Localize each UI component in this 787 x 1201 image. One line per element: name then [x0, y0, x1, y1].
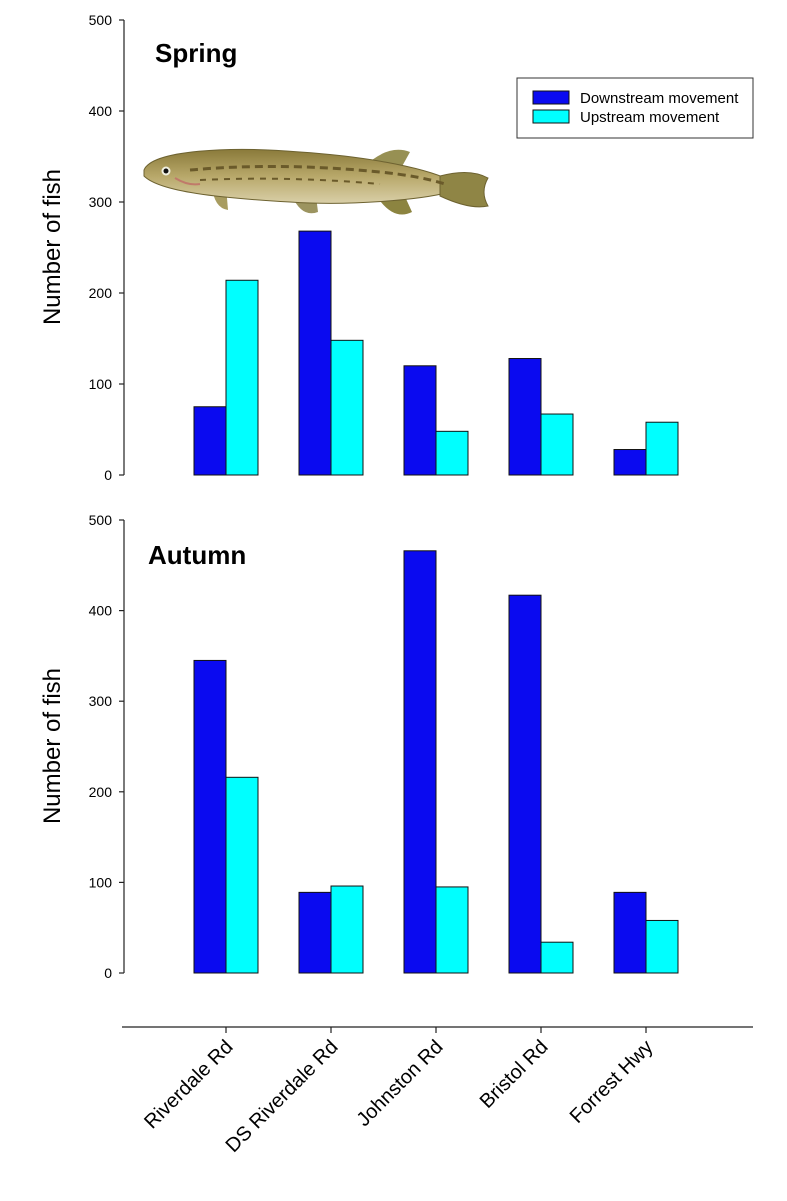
spring-bar-upstream: [330, 339, 364, 476]
spring-y-tick-label: 0: [104, 467, 112, 483]
autumn-bar-downstream: [508, 594, 542, 974]
autumn-y-tick-label: 100: [89, 874, 113, 890]
x-tick-label: Bristol Rd: [476, 1036, 553, 1113]
spring-y-tick-label: 300: [89, 194, 113, 210]
legend-swatch-downstream: [532, 90, 570, 105]
spring-bars: [193, 230, 679, 476]
legend: Downstream movement Upstream movement: [516, 77, 754, 139]
fish-illustration: [143, 148, 489, 215]
spring-bar-downstream: [298, 230, 332, 476]
spring-bar-upstream: [540, 413, 574, 476]
autumn-y-axis-title: Number of fish: [39, 668, 66, 824]
autumn-bar-upstream: [225, 776, 259, 974]
spring-bar-downstream: [403, 365, 437, 476]
autumn-bar-upstream: [435, 886, 469, 974]
autumn-y-tick-label: 400: [89, 603, 113, 619]
autumn-y-tick-label: 0: [104, 965, 112, 981]
spring-panel: 0 100 200 300 400 500 Number of fish Spring D…: [39, 12, 754, 483]
autumn-bar-downstream: [613, 891, 647, 974]
autumn-bar-downstream: [193, 659, 227, 974]
legend-label-upstream: Upstream movement: [580, 109, 720, 126]
autumn-bar-downstream: [403, 550, 437, 974]
spring-bar-downstream: [613, 449, 647, 476]
spring-bar-upstream: [645, 421, 679, 476]
spring-bar-upstream: [225, 279, 259, 476]
legend-swatch-upstream: [532, 109, 570, 124]
autumn-y-tick-label: 500: [89, 512, 113, 528]
autumn-bar-upstream: [645, 919, 679, 974]
autumn-y-ticks: 0 100 200 300 400 500: [89, 512, 124, 981]
x-tick-label: Riverdale Rd: [140, 1036, 237, 1133]
spring-bar-upstream: [435, 430, 469, 476]
x-tick-label: Johnston Rd: [353, 1036, 448, 1131]
autumn-bar-downstream: [298, 891, 332, 974]
autumn-bar-upstream: [540, 941, 574, 974]
autumn-y-tick-label: 300: [89, 693, 113, 709]
legend-label-downstream: Downstream movement: [580, 90, 739, 107]
autumn-panel: 0 100 200 300 400 500 Number of fish Autumn: [39, 512, 679, 981]
autumn-y-tick-label: 200: [89, 784, 113, 800]
spring-y-tick-label: 500: [89, 12, 113, 28]
spring-y-tick-label: 400: [89, 103, 113, 119]
autumn-title: Autumn: [148, 540, 246, 570]
legend-box: [516, 77, 754, 139]
spring-y-axis-title: Number of fish: [39, 169, 66, 325]
spring-title: Spring: [155, 38, 237, 68]
spring-y-ticks: 0 100 200 300 400 500: [89, 12, 124, 483]
spring-y-tick-label: 100: [89, 376, 113, 392]
autumn-bars: [193, 550, 679, 974]
spring-bar-downstream: [508, 358, 542, 476]
spring-y-tick-label: 200: [89, 285, 113, 301]
autumn-bar-upstream: [330, 885, 364, 974]
x-tick-label: Forrest Hwy: [566, 1036, 658, 1128]
x-tick-label: DS Riverdale Rd: [222, 1036, 343, 1157]
spring-bar-downstream: [193, 406, 227, 476]
